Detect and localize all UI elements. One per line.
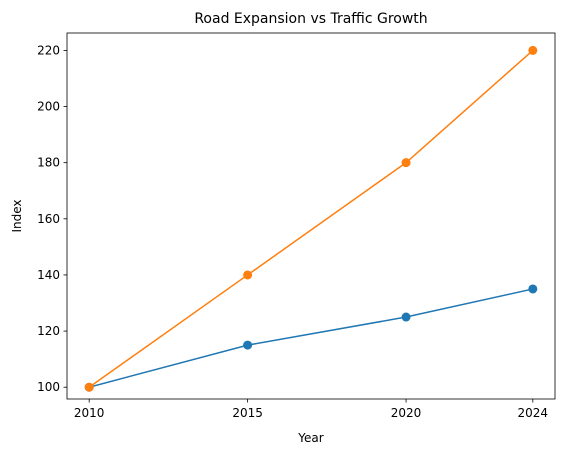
y-axis-label: Index — [10, 199, 24, 232]
y-tick-label: 140 — [37, 268, 60, 282]
y-tick-label: 220 — [37, 43, 60, 57]
y-tick-label: 100 — [37, 380, 60, 394]
series-layer — [84, 45, 538, 392]
series-2 — [84, 45, 538, 392]
x-tick-label: 2015 — [232, 406, 263, 420]
series-2-point — [84, 382, 94, 392]
y-axis: 100 120 140 160 180 200 220 — [37, 43, 67, 394]
series-2-point — [528, 45, 538, 55]
series-2-point — [401, 158, 411, 168]
series-2-line — [88, 49, 534, 389]
x-tick-label: 2020 — [391, 406, 422, 420]
x-axis: 2010 2015 2020 2024 — [74, 399, 548, 420]
series-1 — [84, 284, 538, 392]
y-tick-label: 180 — [37, 156, 60, 170]
series-1-line — [88, 288, 534, 389]
y-tick-label: 120 — [37, 324, 60, 338]
series-2-point — [243, 270, 253, 280]
x-tick-label: 2010 — [74, 406, 105, 420]
chart-title: Road Expansion vs Traffic Growth — [194, 11, 427, 27]
series-1-point — [243, 340, 253, 350]
series-1-point — [401, 312, 411, 322]
y-tick-label: 160 — [37, 212, 60, 226]
x-tick-label: 2024 — [518, 406, 549, 420]
plot-area — [66, 32, 556, 400]
x-axis-label: Year — [297, 431, 323, 445]
y-tick-label: 200 — [37, 100, 60, 114]
series-1-point — [528, 284, 538, 294]
